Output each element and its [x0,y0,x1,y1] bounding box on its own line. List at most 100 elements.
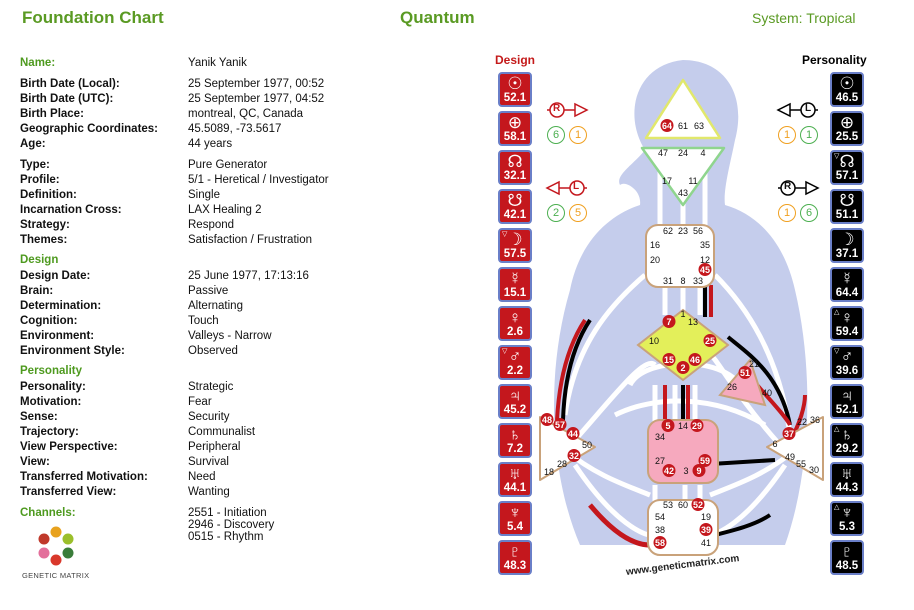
svg-text:52: 52 [693,500,703,510]
planet-gate-value: 52.1 [835,404,859,416]
gate-solar-30: 30 [809,465,819,475]
design-planet-moon: ☽ 57.5 ▽ [498,228,532,263]
svg-text:44: 44 [568,429,578,439]
svg-text:48: 48 [542,415,552,425]
planet-gate-value: 37.1 [835,248,859,260]
earth-icon: ⊕ [507,113,523,132]
gate-head-64: 64 [660,119,674,132]
planet-gate-value: 58.1 [503,131,527,143]
planet-gate-value: 64.4 [835,287,859,299]
svg-text:54: 54 [655,512,665,522]
detriment-icon: ▽ [502,348,508,355]
saturn-icon: ♄ [508,425,522,444]
svg-text:21: 21 [749,359,759,369]
variable-tone-b: 1 [569,126,587,144]
variable-tone-a: 2 [547,204,565,222]
svg-text:32: 32 [569,451,579,461]
svg-text:36: 36 [810,415,820,425]
design-section-title: Design [20,254,59,266]
svg-text:60: 60 [678,500,688,510]
svg-text:30: 30 [809,465,819,475]
logo-text: GENETIC MATRIX [22,571,90,580]
svg-text:8: 8 [680,276,685,286]
gate-spleen-50: 50 [582,440,592,450]
svg-text:57: 57 [555,420,565,430]
design-planet-jupiter: ♃ 45.2 [498,384,532,419]
svg-text:42: 42 [664,466,674,476]
design-planet-earth: ⊕ 58.1 [498,111,532,146]
gate-root-38: 38 [655,525,665,535]
svg-text:2: 2 [680,363,685,373]
gate-spleen-28: 28 [557,459,567,469]
gate-throat-56: 56 [693,226,703,236]
svg-text:45: 45 [700,265,710,275]
gate-throat-35: 35 [700,240,710,250]
svg-text:34: 34 [655,432,665,442]
personality-planet-earth: ⊕ 25.5 [830,111,864,146]
svg-text:49: 49 [785,452,795,462]
personality-planet-mars: ♂ 39.6 ▽ [830,345,864,380]
svg-text:63: 63 [694,121,704,131]
system-label: System: Tropical [752,10,856,26]
design-column-label: Design [495,53,536,67]
south-node-icon: ☋ [839,191,855,210]
personality-planet-south-node: ☋ 51.1 [830,189,864,224]
gate-root-58: 58 [653,536,667,549]
moon-icon: ☽ [507,230,523,249]
gate-sacral-5: 5 [661,419,675,432]
design-planet-neptune: ♆ 5.4 [498,501,532,536]
gate-g-46: 46 [688,353,702,366]
g-center [636,308,730,382]
svg-text:47: 47 [658,148,668,158]
ajna-center [640,146,726,207]
variable-letter: R [784,181,792,192]
hexagon-petals-logo-icon [38,526,74,566]
gate-sacral-9: 9 [692,464,706,477]
svg-text:50: 50 [582,440,592,450]
heart-center [718,358,767,407]
svg-text:59: 59 [700,456,710,466]
personality-planet-saturn: ♄ 29.2 △ [830,423,864,458]
pluto-icon: ♇ [508,542,522,561]
genetic-matrix-logo: GENETIC MATRIX [22,525,92,585]
channel-item: 0515 - Rhythm [188,531,264,543]
svg-text:51: 51 [740,368,750,378]
throat-center [645,224,715,288]
gate-root-54: 54 [655,512,665,522]
gate-throat-45: 45 [698,263,712,276]
detriment-icon: ▽ [834,348,840,355]
gate-sacral-29: 29 [690,419,704,432]
arrow-right-icon [547,102,589,118]
earth-icon: ⊕ [839,113,855,132]
gate-spleen-18: 18 [544,467,554,477]
svg-text:5: 5 [665,421,670,431]
planet-gate-value: 32.1 [503,170,527,182]
planet-gate-value: 42.1 [503,209,527,221]
svg-text:26: 26 [727,382,737,392]
planet-gate-value: 57.5 [503,248,527,260]
pluto-icon: ♇ [840,542,854,561]
gate-heart-26: 26 [727,382,737,392]
svg-text:33: 33 [693,276,703,286]
personality-planet-sun: ☉ 46.5 [830,72,864,107]
personality-variable-bottom: R 1 6 [776,178,821,228]
gate-ajna-17: 17 [662,176,672,186]
gate-spleen-44: 44 [566,427,580,440]
svg-text:39: 39 [701,525,711,535]
planet-gate-value: 44.1 [503,482,527,494]
gate-throat-20: 20 [650,255,660,265]
planet-gate-value: 59.4 [835,326,859,338]
gate-root-41: 41 [701,538,711,548]
channel-list: 2551 - Initiation 2946 - Discovery 0515 … [188,507,274,543]
design-planet-pluto: ♇ 48.3 [498,540,532,575]
detriment-icon: ▽ [502,231,508,238]
gate-g-25: 25 [703,334,717,347]
gate-head-63: 63 [694,121,704,131]
mercury-icon: ☿ [840,269,854,288]
svg-text:29: 29 [692,421,702,431]
svg-text:16: 16 [650,240,660,250]
design-variable-top: R 6 1 [545,100,590,150]
svg-text:62: 62 [663,226,673,236]
gate-ajna-43: 43 [678,188,688,198]
jupiter-icon: ♃ [840,386,854,405]
